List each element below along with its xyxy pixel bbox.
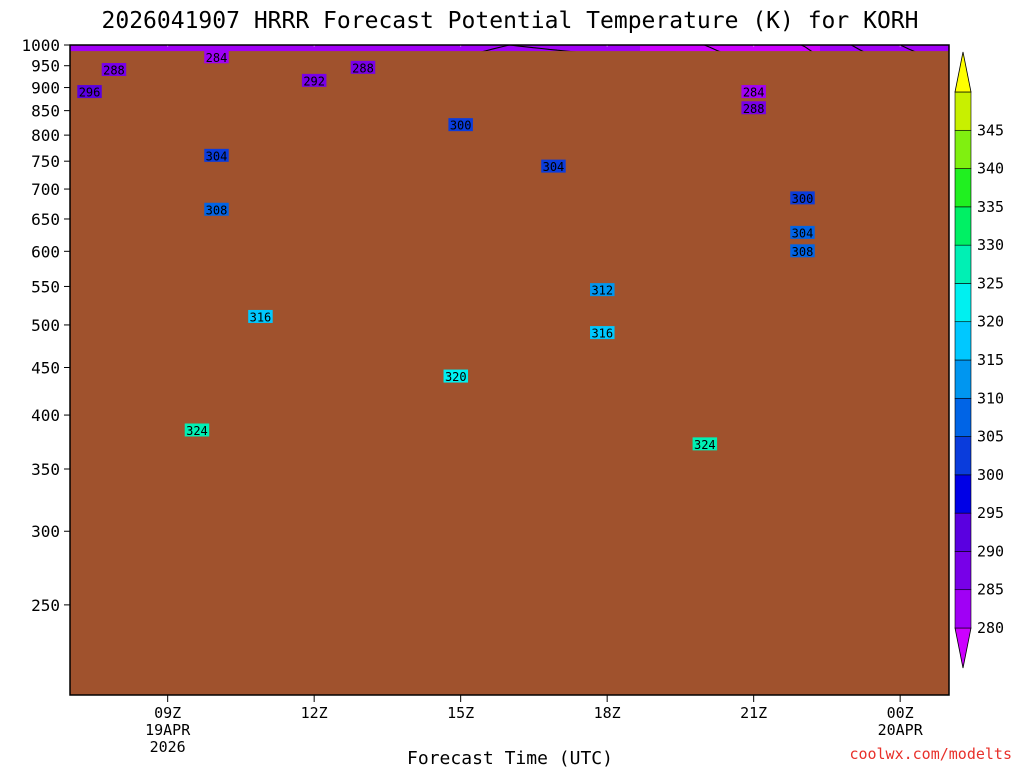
theta-cell [100,45,107,52]
theta-cell [118,45,125,52]
theta-cell [256,45,263,52]
theta-cell [292,45,299,52]
theta-cell [208,45,215,52]
theta-cell [130,45,137,52]
theta-cell [232,45,239,52]
theta-cell [94,45,101,52]
theta-cell [76,45,83,52]
theta-cell [304,45,311,52]
theta-cell [298,45,305,52]
chart-title: 2026041907 HRRR Forecast Potential Tempe… [102,8,919,34]
theta-cell [322,45,329,52]
theta-cell [238,45,245,52]
theta-cell [106,45,113,52]
theta-cell [220,45,227,52]
theta-cell [268,45,275,52]
theta-cell [166,45,173,52]
theta-cell [202,45,209,52]
theta-cell [136,45,143,52]
theta-cell [286,45,293,52]
theta-cell [160,45,167,52]
theta-cell [250,45,257,52]
theta-cell [70,45,77,52]
theta-cell [226,45,233,52]
theta-cell [172,45,179,52]
theta-cell [196,45,203,52]
theta-cell [154,45,161,52]
theta-cell [214,45,221,52]
theta-cell [340,45,347,52]
theta-cell [190,45,197,52]
theta-cell [148,45,155,52]
theta-cell [244,45,251,52]
theta-cell [316,45,323,52]
theta-cell [124,45,131,52]
theta-cell [88,45,95,52]
theta-cell [274,45,281,52]
theta-cell [310,45,317,52]
theta-cell [142,45,149,52]
theta-cell [262,45,269,52]
theta-cell [82,45,89,52]
theta-cell [328,45,335,52]
theta-cell [178,45,185,52]
theta-cell [334,45,341,52]
theta-cell [184,45,191,52]
plot-area: 3243243203163163123083083043043043003002… [70,45,949,695]
theta-cell [280,45,287,52]
theta-cell [112,45,119,52]
